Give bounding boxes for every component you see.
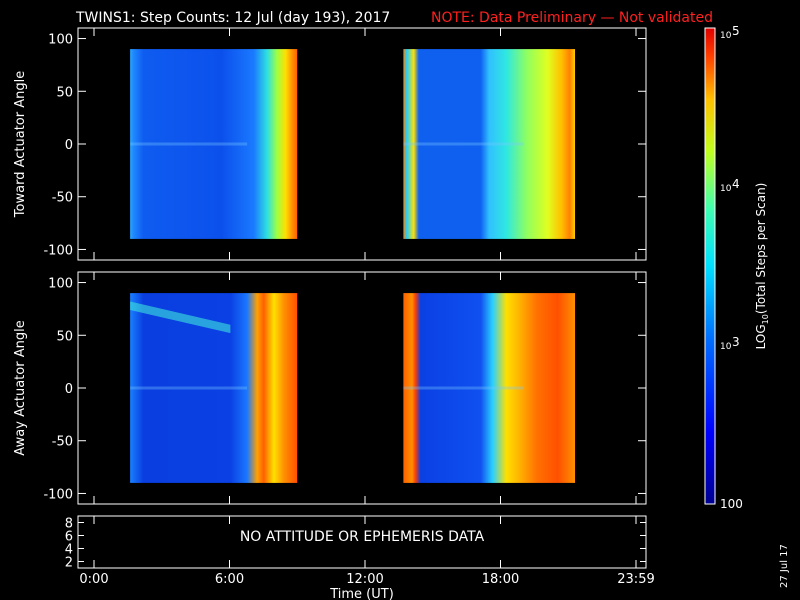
away-data-block-2 bbox=[403, 293, 576, 483]
colorbar-low-label: 10 3 bbox=[720, 335, 740, 352]
x-tick-label: 0:00 bbox=[79, 572, 108, 587]
date-stamp: 27 Jul 17 bbox=[779, 544, 790, 588]
no-data-message: NO ATTITUDE OR EPHEMERIS DATA bbox=[240, 529, 485, 545]
away-zero-stripe-1 bbox=[130, 386, 248, 390]
colorbar-mid-label: 10 4 bbox=[720, 177, 740, 194]
toward-y-tick-label: 0 bbox=[65, 138, 73, 153]
colorbar-top-label: 10 5 bbox=[720, 24, 740, 41]
toward-data-block-2 bbox=[403, 49, 576, 239]
x-tick-label: 12:00 bbox=[346, 572, 383, 587]
ephemeris-y-tick-label: 2 bbox=[65, 556, 73, 571]
away-y-tick-label: 0 bbox=[65, 382, 73, 397]
svg-text:10: 10 bbox=[720, 31, 732, 41]
toward-y-tick-label: 50 bbox=[56, 85, 73, 100]
svg-text:10: 10 bbox=[720, 342, 732, 352]
ephemeris-y-tick-label: 4 bbox=[65, 543, 73, 558]
away-y-axis-label: Away Actuator Angle bbox=[13, 320, 28, 455]
toward-y-tick-label: 100 bbox=[48, 33, 73, 48]
svg-text:4: 4 bbox=[732, 177, 740, 191]
x-tick-label: 18:00 bbox=[482, 572, 519, 587]
x-axis-label: Time (UT) bbox=[329, 587, 394, 600]
colorbar-bottom-label: 100 bbox=[720, 497, 743, 511]
toward-zero-stripe-2 bbox=[403, 142, 524, 146]
svg-text:5: 5 bbox=[732, 24, 740, 38]
x-tick-label: 6:00 bbox=[215, 572, 244, 587]
svg-text:10: 10 bbox=[720, 184, 732, 194]
away-y-tick-label: 50 bbox=[56, 329, 73, 344]
away-y-tick-label: 100 bbox=[48, 277, 73, 292]
ephemeris-panel-frame bbox=[77, 515, 647, 569]
toward-y-axis-label: Toward Actuator Angle bbox=[13, 71, 28, 218]
toward-y-tick-label: -50 bbox=[52, 191, 73, 206]
away-zero-stripe-2 bbox=[403, 386, 524, 390]
colorbar bbox=[704, 27, 716, 505]
ephemeris-y-tick-label: 8 bbox=[65, 517, 73, 532]
away-y-tick-label: -100 bbox=[43, 487, 73, 502]
away-y-tick-label: -50 bbox=[52, 435, 73, 450]
toward-data-block-1 bbox=[130, 49, 298, 239]
away-bright-band bbox=[130, 301, 231, 334]
preliminary-note: NOTE: Data Preliminary — Not validated bbox=[431, 10, 713, 26]
colorbar-title: LOG10(Total Steps per Scan) bbox=[754, 183, 770, 350]
svg-text:3: 3 bbox=[732, 335, 740, 349]
x-tick-label: 23:59 bbox=[617, 572, 654, 587]
toward-zero-stripe-1 bbox=[130, 142, 248, 146]
chart-title: TWINS1: Step Counts: 12 Jul (day 193), 2… bbox=[75, 10, 390, 26]
toward-y-tick-label: -100 bbox=[43, 243, 73, 258]
ephemeris-y-tick-label: 6 bbox=[65, 530, 73, 545]
